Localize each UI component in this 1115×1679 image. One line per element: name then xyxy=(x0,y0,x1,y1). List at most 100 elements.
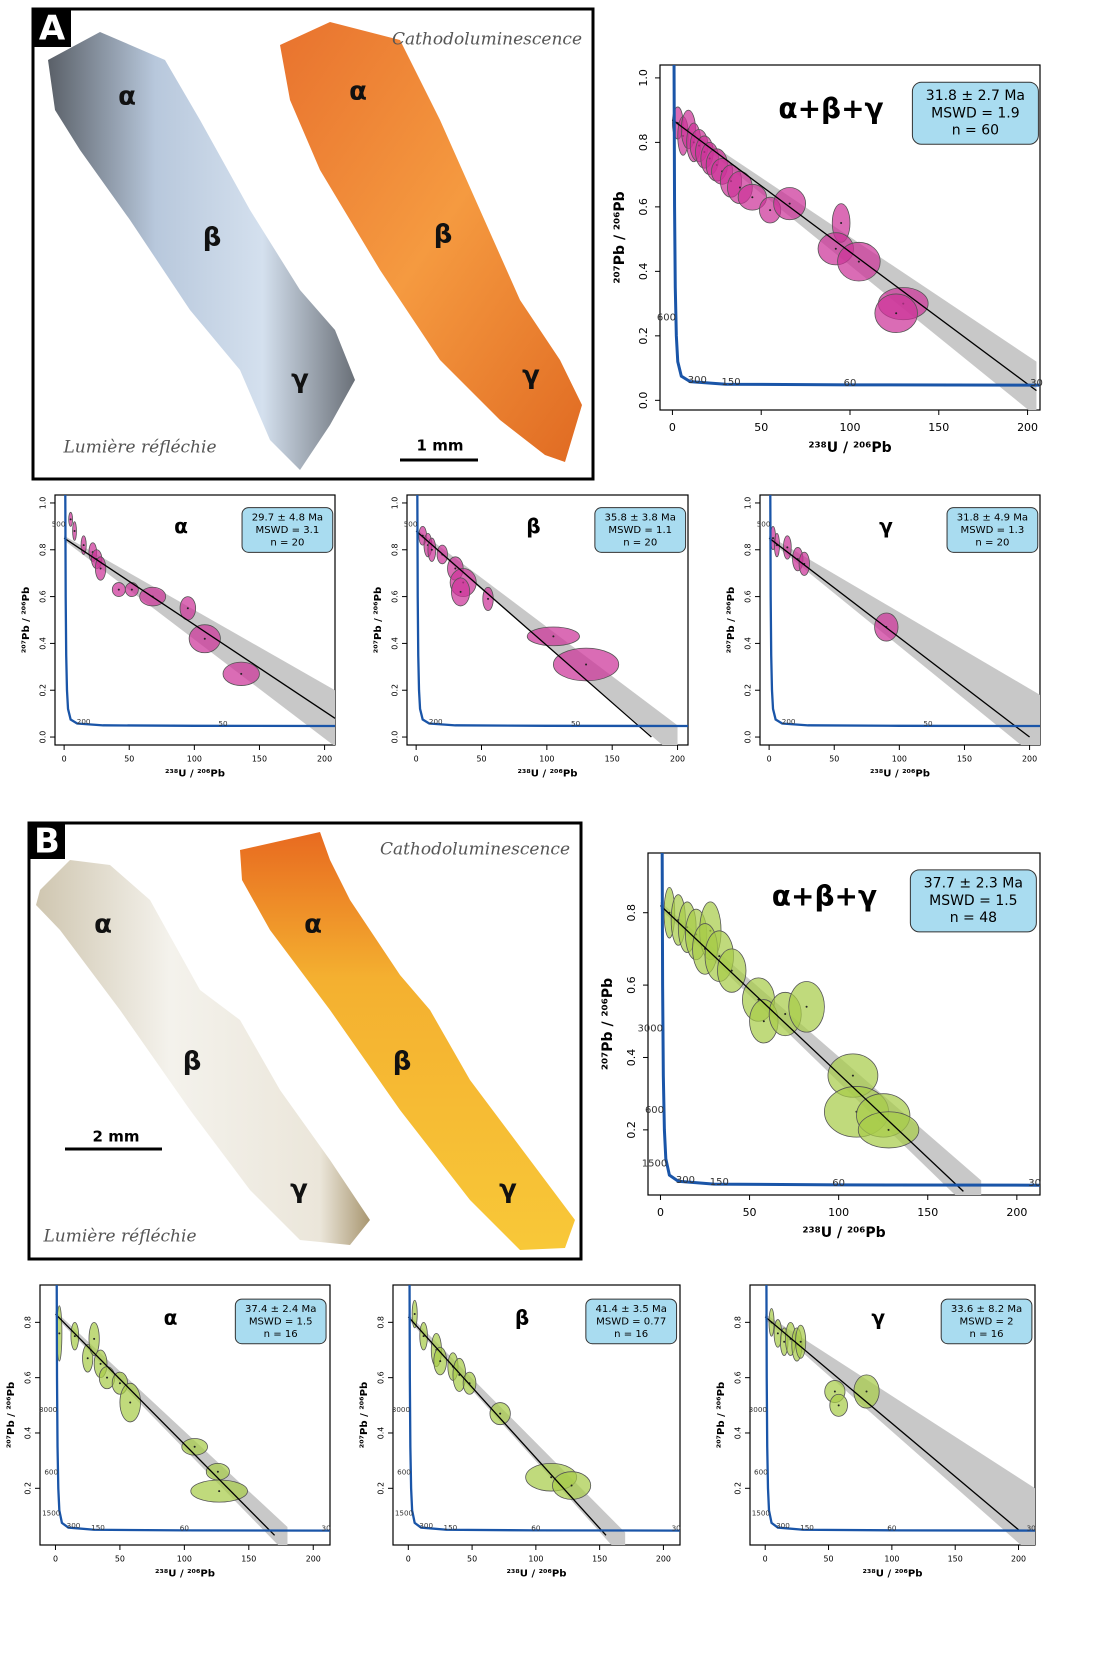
stats-text: MSWD = 1.3 xyxy=(961,525,1025,536)
stats-text: MSWD = 3.1 xyxy=(256,525,320,536)
panel-label-box xyxy=(33,9,71,47)
ellipse-center xyxy=(218,1490,221,1493)
concordia-age-label: 50 xyxy=(923,719,933,728)
y-tick-label: 0.4 xyxy=(625,1049,638,1067)
ellipse-center xyxy=(130,588,133,591)
concordia-age-label: 300 xyxy=(676,1175,695,1186)
y-axis-label: ²⁰⁷Pb / ²⁰⁶Pb xyxy=(6,1382,17,1448)
ellipse-center xyxy=(895,312,898,315)
x-tick-label: 200 xyxy=(306,1555,321,1564)
ellipse-center xyxy=(805,1005,808,1008)
ellipse-center xyxy=(730,969,733,972)
concordia-age-label: 3000 xyxy=(39,1405,58,1414)
concordia-age-label: 600 xyxy=(754,1467,768,1476)
y-tick-label: 0.6 xyxy=(733,1371,742,1384)
x-tick-label: 200 xyxy=(656,1555,671,1564)
tw-chart: 0 50 100 150 200 0.2 0.4 0.6 0.8 ²³⁸U / ²⁰⁶Pb ²⁰⁷P… xyxy=(6,1284,332,1579)
plot-area xyxy=(768,495,1040,745)
x-tick-label: 0 xyxy=(657,1206,664,1219)
concordia-age-label: 30 xyxy=(322,1524,332,1533)
tw-chart: 0 50 100 150 200 0.0 0.2 0.4 0.6 0.8 1.0 ²³⁸U / ²⁰⁶… xyxy=(726,494,1041,779)
y-tick-label: 0.4 xyxy=(23,1427,32,1440)
cl-label: Cathodoluminescence xyxy=(392,30,582,50)
x-tick-label: 0 xyxy=(406,1555,411,1564)
plot-frame xyxy=(647,852,1041,1196)
tw-chart: 0 50 100 150 200 0.0 0.2 0.4 0.6 0.8 1.0 ²³⁸U / ²⁰⁶… xyxy=(373,494,689,779)
concordia-age-label: 30 xyxy=(1027,1524,1037,1533)
concordia-age-label: 300 xyxy=(776,1521,790,1530)
y-tick-label: 0.8 xyxy=(376,1316,385,1329)
concordia-curve xyxy=(660,853,1040,1187)
y-tick-label: 0.8 xyxy=(38,543,47,556)
ellipse-center xyxy=(857,260,860,263)
concordia-age-label: 30 xyxy=(1030,378,1043,389)
zone-label: β xyxy=(203,223,222,253)
plot-area xyxy=(672,65,1040,410)
x-tick-label: 50 xyxy=(476,755,486,764)
concordia-age-label: 50 xyxy=(571,719,581,728)
tw-chart: 0 50 100 150 200 0.0 0.2 0.4 0.6 0.8 1.0 ²³⁸U / ²⁰⁶… xyxy=(612,64,1043,456)
scale-label: 1 mm xyxy=(417,437,464,455)
x-tick-label: 50 xyxy=(743,1206,757,1219)
ellipse-center xyxy=(106,1376,109,1379)
panel-label: A xyxy=(39,9,66,49)
x-tick-label: 150 xyxy=(928,421,949,434)
concordia-age-label: 1500 xyxy=(752,1508,771,1517)
plot-frame xyxy=(759,494,1041,746)
zone-label: α xyxy=(94,910,112,940)
stats-text: 35.8 ± 3.8 Ma xyxy=(605,513,676,524)
concordia-age-label: 150 xyxy=(800,1523,814,1532)
ellipse-center xyxy=(93,1337,96,1340)
y-tick-label: 0.6 xyxy=(625,976,638,994)
plot-area xyxy=(660,853,1040,1195)
tw-chart: 0 50 100 150 200 0.2 0.4 0.6 0.8 ²³⁸U / ²⁰⁶Pb ²⁰⁷P… xyxy=(716,1284,1037,1579)
y-tick-label: 0.8 xyxy=(23,1316,32,1329)
concordia-age-label: 60 xyxy=(887,1523,897,1532)
y-axis-label: ²⁰⁷Pb / ²⁰⁶Pb xyxy=(612,191,628,283)
x-tick-label: 150 xyxy=(957,755,972,764)
ellipse-center xyxy=(772,537,775,540)
chart-title: γ xyxy=(879,514,893,538)
ellipse-center xyxy=(58,1332,61,1335)
y-tick-label: 0.4 xyxy=(733,1427,742,1440)
concordia-age-label: 1500 xyxy=(642,1158,667,1169)
plot-frame xyxy=(392,1284,681,1546)
x-tick-label: 150 xyxy=(592,1555,607,1564)
y-tick-label: 1.0 xyxy=(637,69,650,87)
zone-label: α xyxy=(349,77,367,107)
stats-box xyxy=(909,869,1037,933)
x-tick-label: 150 xyxy=(948,1555,963,1564)
concordia-curve xyxy=(408,1285,680,1532)
stats-box xyxy=(940,1298,1033,1345)
y-tick-label: 0.0 xyxy=(390,731,399,744)
y-tick-label: 0.2 xyxy=(637,327,650,345)
x-tick-label: 50 xyxy=(115,1555,125,1564)
concordia-age-label: 600 xyxy=(44,1467,58,1476)
plot-area xyxy=(63,495,335,745)
chart-title: α xyxy=(164,1305,178,1329)
concordia-age-label: 500 xyxy=(52,519,66,528)
ellipse-center xyxy=(73,1335,76,1338)
concordia-age-label: 200 xyxy=(77,717,91,726)
stats-text: MSWD = 1.5 xyxy=(929,893,1017,909)
x-tick-label: 50 xyxy=(829,755,839,764)
plot-frame xyxy=(406,494,689,746)
concordia-age-label: 150 xyxy=(710,1177,729,1188)
ellipse-center xyxy=(783,1340,786,1343)
y-tick-label: 0.4 xyxy=(376,1427,385,1440)
y-axis-label: ²⁰⁷Pb / ²⁰⁶Pb xyxy=(600,978,616,1070)
crystal-cl xyxy=(240,832,575,1250)
ellipse-center xyxy=(73,530,76,533)
y-tick-label: 0.4 xyxy=(38,637,47,650)
ellipse-center xyxy=(851,1074,854,1077)
zone-label: γ xyxy=(499,1175,517,1205)
x-tick-label: 0 xyxy=(763,1555,768,1564)
y-tick-label: 0.2 xyxy=(625,1121,638,1139)
y-tick-label: 0.8 xyxy=(390,543,399,556)
zone-label: γ xyxy=(522,361,540,391)
x-tick-label: 200 xyxy=(1006,1206,1027,1219)
stats-text: MSWD = 0.77 xyxy=(596,1316,666,1327)
ellipse-center xyxy=(454,567,457,570)
ellipse-center xyxy=(776,1332,779,1335)
